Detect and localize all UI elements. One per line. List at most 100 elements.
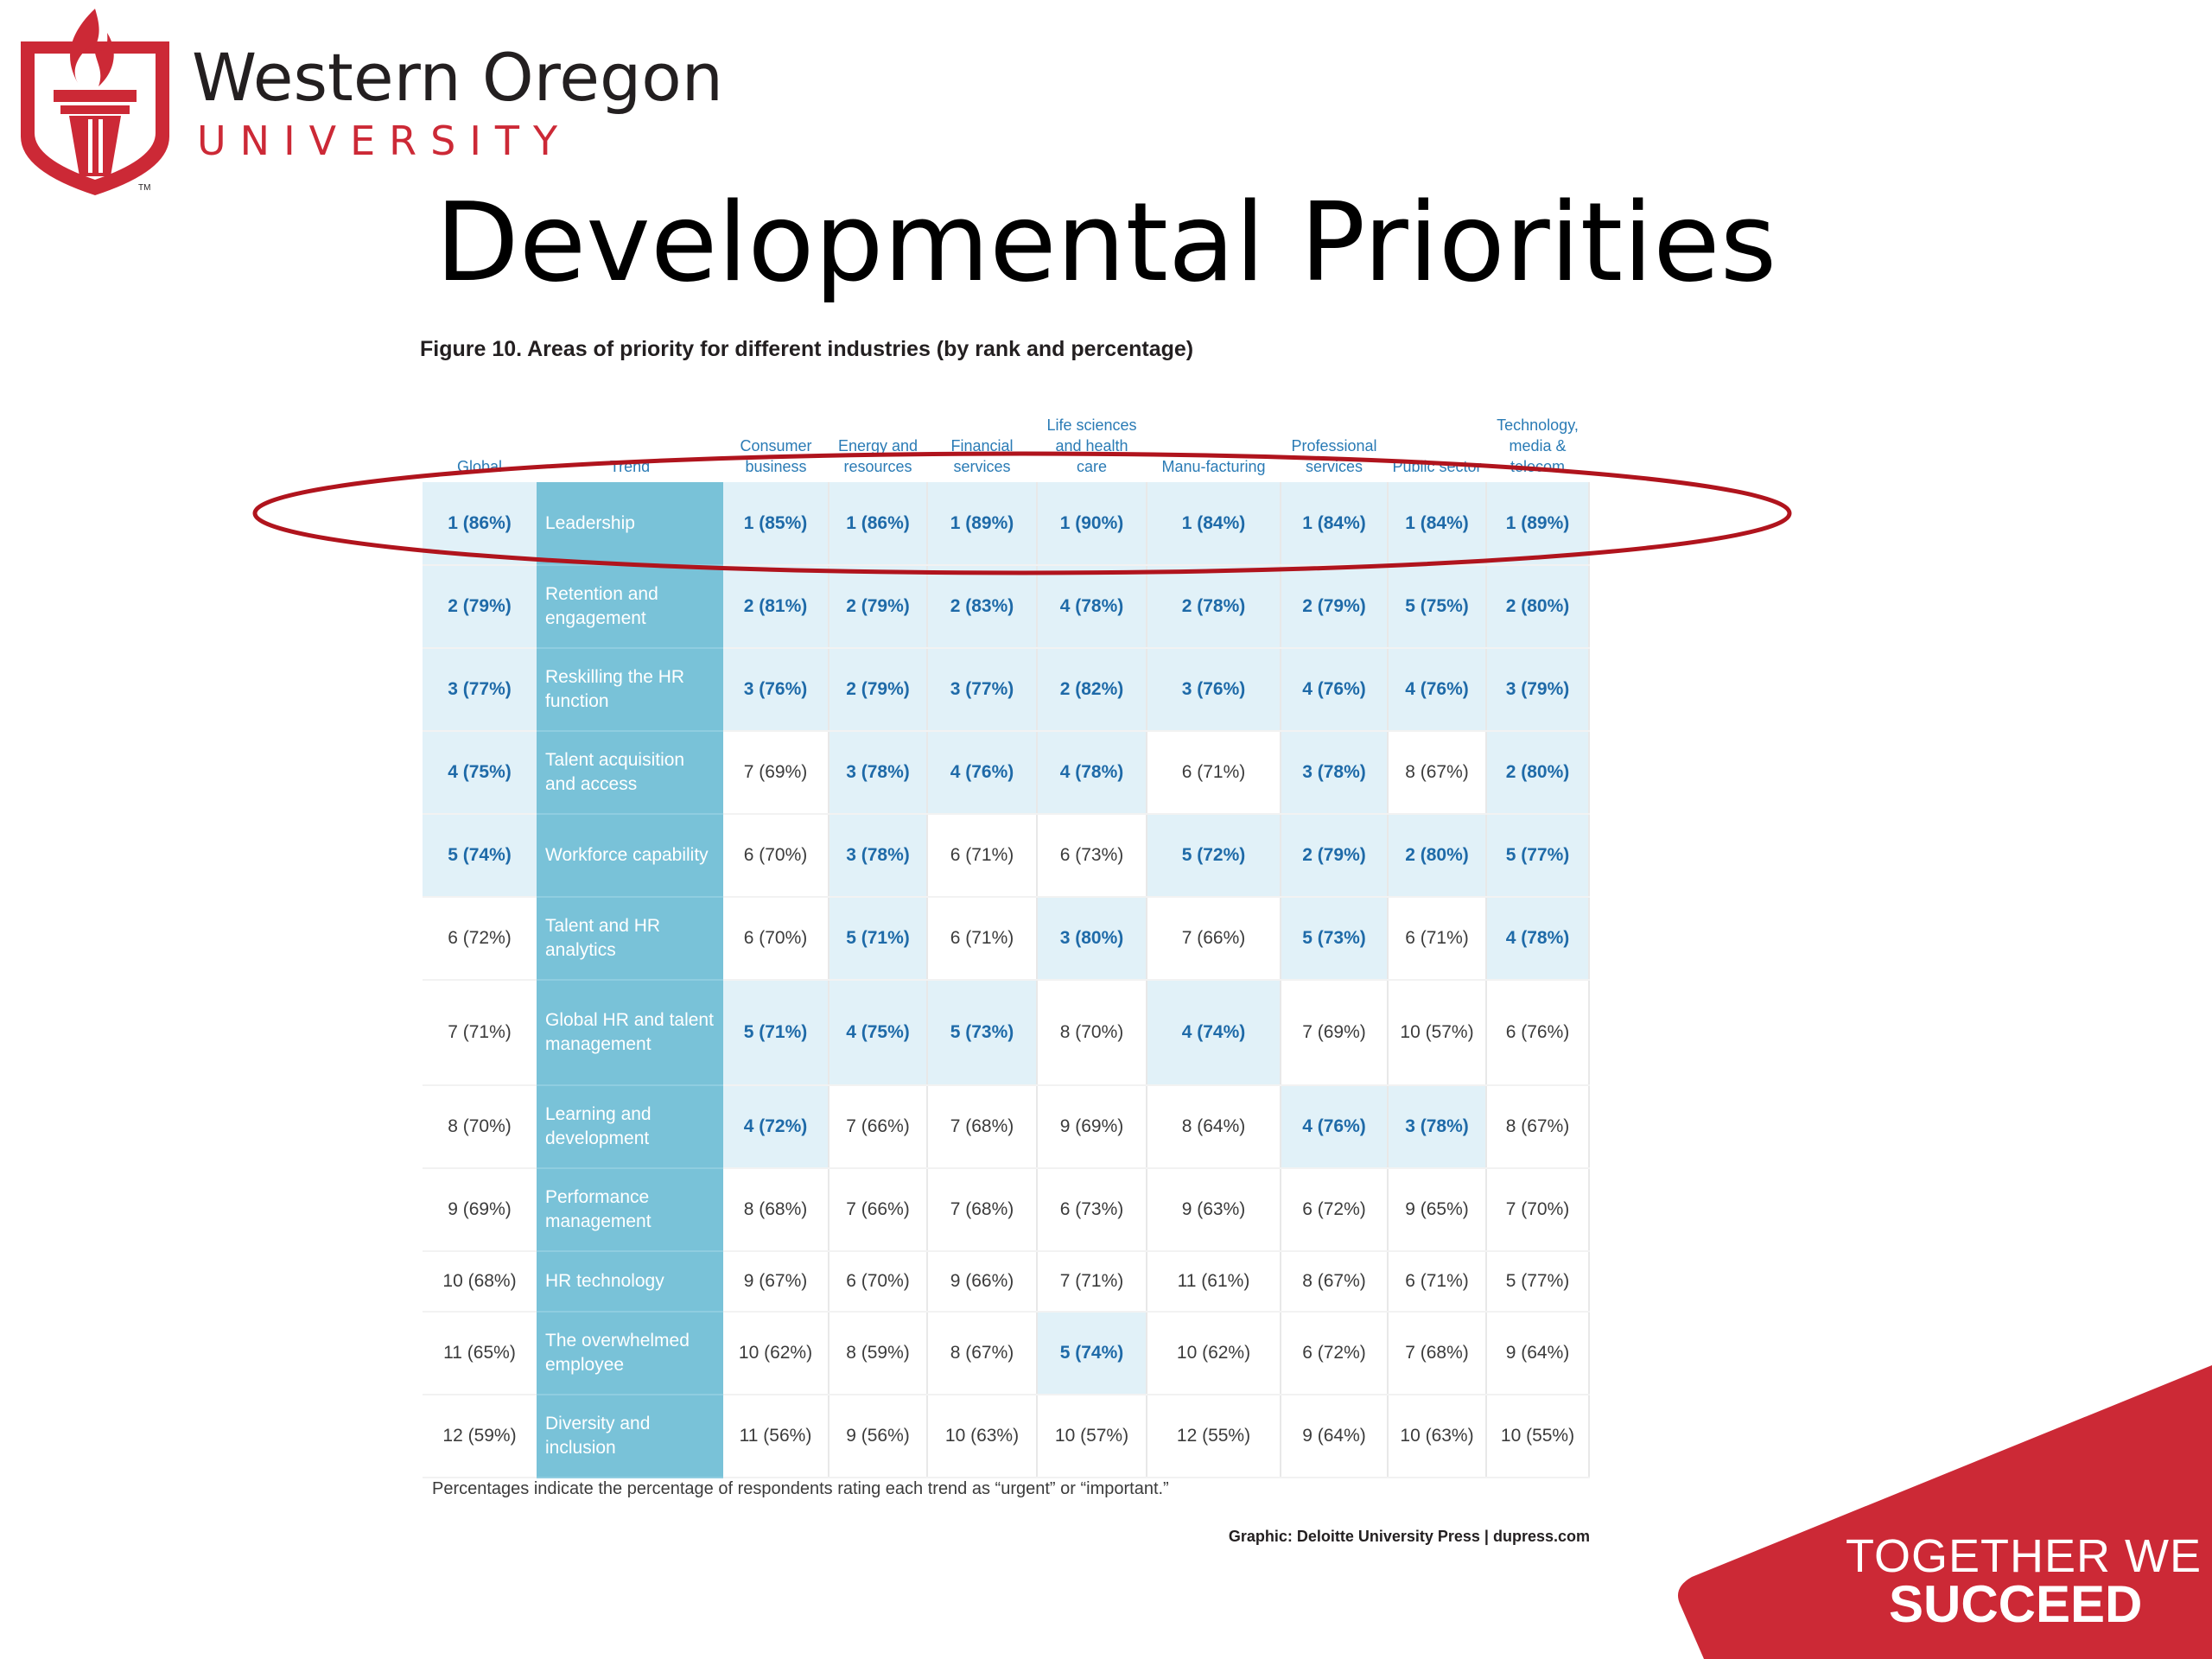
industry-rank-cell: 3 (76%): [723, 648, 830, 732]
industry-rank-cell: 4 (78%): [1037, 731, 1147, 815]
industry-rank-cell: 3 (79%): [1486, 648, 1590, 732]
industry-rank-cell: 6 (71%): [927, 897, 1038, 981]
logo-trademark: TM: [138, 183, 151, 193]
industry-rank-cell: 2 (82%): [1037, 648, 1147, 732]
global-rank-cell: 5 (74%): [423, 814, 537, 898]
industry-rank-cell: 8 (64%): [1147, 1085, 1281, 1169]
industry-rank-cell: 9 (56%): [829, 1395, 928, 1478]
industry-rank-cell: 6 (70%): [723, 897, 830, 981]
logo-wordmark: Western Oregon: [192, 39, 723, 116]
industry-rank-cell: 10 (62%): [1147, 1312, 1281, 1395]
industry-rank-cell: 7 (69%): [723, 731, 830, 815]
industry-rank-cell: 5 (77%): [1486, 1251, 1590, 1313]
industry-rank-cell: 3 (77%): [927, 648, 1038, 732]
industry-rank-cell: 5 (71%): [829, 897, 928, 981]
industry-rank-cell: 6 (73%): [1037, 1168, 1147, 1252]
trend-label-cell: HR technology: [537, 1251, 723, 1313]
industry-rank-cell: 10 (62%): [723, 1312, 830, 1395]
industry-rank-cell: 9 (69%): [1037, 1085, 1147, 1169]
industry-rank-cell: 3 (78%): [1388, 1085, 1487, 1169]
figure-note: Percentages indicate the percentage of r…: [432, 1479, 1169, 1498]
industry-rank-cell: 8 (67%): [927, 1312, 1038, 1395]
industry-rank-cell: 10 (55%): [1486, 1395, 1590, 1478]
industry-rank-cell: 2 (79%): [1281, 565, 1389, 649]
trend-label-cell: The overwhelmed employee: [537, 1312, 723, 1395]
global-rank-cell: 2 (79%): [423, 565, 537, 649]
industry-rank-cell: 8 (59%): [829, 1312, 928, 1395]
industry-rank-cell: 4 (76%): [1281, 648, 1389, 732]
industry-rank-cell: 4 (76%): [927, 731, 1038, 815]
industry-rank-cell: 7 (68%): [927, 1168, 1038, 1252]
table-row: 10 (68%) HR technology 9 (67%) 6 (70%) 9 (66…: [423, 1251, 1590, 1313]
industry-rank-cell: 6 (70%): [829, 1251, 928, 1313]
logo-subtitle: UNIVERSITY: [197, 118, 572, 164]
trend-label-cell: Reskilling the HR function: [537, 648, 723, 732]
industry-rank-cell: 8 (68%): [723, 1168, 830, 1252]
industry-rank-cell: 4 (75%): [829, 980, 928, 1086]
torch-shield-icon: [21, 9, 169, 195]
global-rank-cell: 11 (65%): [423, 1312, 537, 1395]
industry-rank-cell: 7 (68%): [927, 1085, 1038, 1169]
industry-rank-cell: 4 (76%): [1388, 648, 1487, 732]
trend-label-cell: Diversity and inclusion: [537, 1395, 723, 1478]
industry-rank-cell: 3 (78%): [829, 814, 928, 898]
table-row: 4 (75%) Talent acquisition and access 7 (6…: [423, 731, 1590, 815]
industry-rank-cell: 6 (71%): [1388, 1251, 1487, 1313]
industry-rank-cell: 7 (66%): [829, 1085, 928, 1169]
table-row: 8 (70%) Learning and development 4 (72%) 7 …: [423, 1085, 1590, 1169]
figure-source: Graphic: Deloitte University Press | dup…: [1228, 1528, 1590, 1545]
industry-rank-cell: 4 (78%): [1486, 897, 1590, 981]
industry-rank-cell: 5 (73%): [1281, 897, 1389, 981]
industry-rank-cell: 6 (71%): [927, 814, 1038, 898]
industry-rank-cell: 9 (66%): [927, 1251, 1038, 1313]
industry-rank-cell: 7 (66%): [829, 1168, 928, 1252]
industry-rank-cell: 2 (79%): [829, 648, 928, 732]
global-rank-cell: 4 (75%): [423, 731, 537, 815]
industry-rank-cell: 6 (71%): [1388, 897, 1487, 981]
industry-rank-cell: 6 (71%): [1147, 731, 1281, 815]
trend-label-cell: Talent and HR analytics: [537, 897, 723, 981]
industry-rank-cell: 5 (72%): [1147, 814, 1281, 898]
table-row: 6 (72%) Talent and HR analytics 6 (70%) 5 (…: [423, 897, 1590, 981]
industry-rank-cell: 7 (71%): [1037, 1251, 1147, 1313]
slide-title: Developmental Priorities: [435, 179, 1777, 306]
industry-rank-cell: 4 (74%): [1147, 980, 1281, 1086]
industry-rank-cell: 6 (72%): [1281, 1312, 1389, 1395]
industry-rank-cell: 7 (70%): [1486, 1168, 1590, 1252]
university-logo: Western Oregon UNIVERSITY TM: [9, 7, 769, 199]
industry-rank-cell: 5 (71%): [723, 980, 830, 1086]
industry-rank-cell: 10 (57%): [1388, 980, 1487, 1086]
industry-rank-cell: 4 (76%): [1281, 1085, 1389, 1169]
industry-rank-cell: 2 (79%): [829, 565, 928, 649]
industry-rank-cell: 3 (76%): [1147, 648, 1281, 732]
industry-rank-cell: 8 (67%): [1281, 1251, 1389, 1313]
global-rank-cell: 8 (70%): [423, 1085, 537, 1169]
industry-rank-cell: 8 (67%): [1486, 1085, 1590, 1169]
industry-rank-cell: 5 (77%): [1486, 814, 1590, 898]
industry-rank-cell: 6 (72%): [1281, 1168, 1389, 1252]
industry-rank-cell: 3 (78%): [829, 731, 928, 815]
trend-label-cell: Talent acquisition and access: [537, 731, 723, 815]
industry-rank-cell: 2 (80%): [1388, 814, 1487, 898]
industry-rank-cell: 6 (70%): [723, 814, 830, 898]
global-rank-cell: 12 (59%): [423, 1395, 537, 1478]
trend-label-cell: Global HR and talent management: [537, 980, 723, 1086]
industry-rank-cell: 7 (66%): [1147, 897, 1281, 981]
global-rank-cell: 6 (72%): [423, 897, 537, 981]
table-row: 11 (65%) The overwhelmed employee 10 (62%)…: [423, 1312, 1590, 1395]
industry-rank-cell: 10 (63%): [1388, 1395, 1487, 1478]
industry-rank-cell: 9 (63%): [1147, 1168, 1281, 1252]
industry-rank-cell: 5 (74%): [1037, 1312, 1147, 1395]
industry-rank-cell: 6 (76%): [1486, 980, 1590, 1086]
industry-rank-cell: 11 (56%): [723, 1395, 830, 1478]
table-row: 9 (69%) Performance management 8 (68%) 7 (6…: [423, 1168, 1590, 1252]
trend-label-cell: Workforce capability: [537, 814, 723, 898]
global-rank-cell: 3 (77%): [423, 648, 537, 732]
industry-rank-cell: 4 (72%): [723, 1085, 830, 1169]
industry-rank-cell: 2 (80%): [1486, 565, 1590, 649]
industry-rank-cell: 9 (64%): [1281, 1395, 1389, 1478]
table-row: 3 (77%) Reskilling the HR function 3 (76%)…: [423, 648, 1590, 732]
industry-rank-cell: 9 (65%): [1388, 1168, 1487, 1252]
global-rank-cell: 9 (69%): [423, 1168, 537, 1252]
